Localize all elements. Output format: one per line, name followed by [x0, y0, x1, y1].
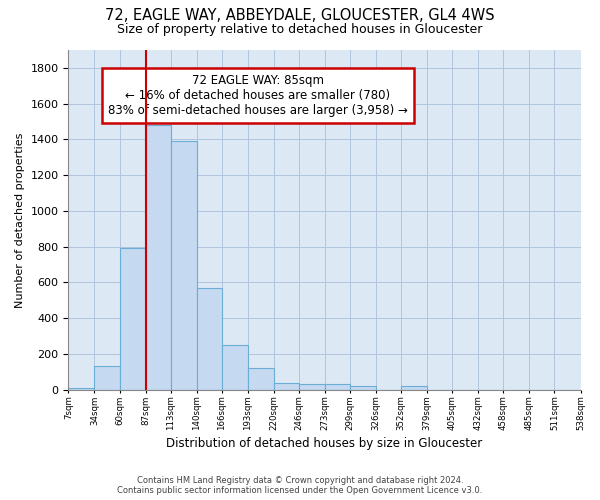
- Bar: [222, 345, 248, 390]
- Text: Contains HM Land Registry data © Crown copyright and database right 2024.
Contai: Contains HM Land Registry data © Crown c…: [118, 476, 482, 495]
- Bar: [325, 384, 350, 390]
- Bar: [299, 384, 325, 390]
- Bar: [119, 248, 146, 390]
- X-axis label: Distribution of detached houses by size in Gloucester: Distribution of detached houses by size …: [166, 437, 482, 450]
- Text: 72, EAGLE WAY, ABBEYDALE, GLOUCESTER, GL4 4WS: 72, EAGLE WAY, ABBEYDALE, GLOUCESTER, GL…: [105, 8, 495, 22]
- Bar: [274, 384, 299, 390]
- Bar: [94, 366, 119, 390]
- Bar: [197, 288, 222, 390]
- Bar: [248, 368, 274, 390]
- Bar: [146, 125, 170, 390]
- Bar: [350, 386, 376, 390]
- Bar: [170, 141, 197, 390]
- Text: 72 EAGLE WAY: 85sqm
← 16% of detached houses are smaller (780)
83% of semi-detac: 72 EAGLE WAY: 85sqm ← 16% of detached ho…: [108, 74, 408, 117]
- Bar: [68, 388, 94, 390]
- Text: Size of property relative to detached houses in Gloucester: Size of property relative to detached ho…: [118, 22, 482, 36]
- Y-axis label: Number of detached properties: Number of detached properties: [15, 132, 25, 308]
- Bar: [401, 386, 427, 390]
